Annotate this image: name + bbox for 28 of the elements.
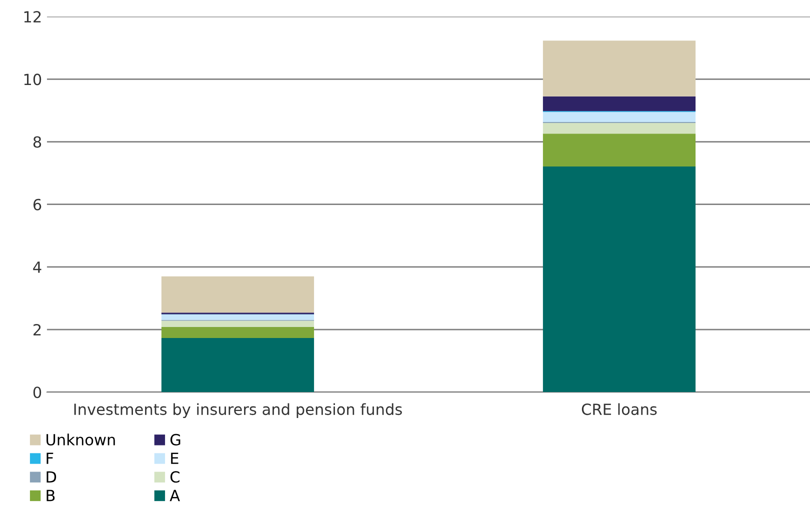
bar — [542, 112, 696, 122]
legend-label: D — [46, 471, 56, 482]
y-tick-label: 10 — [24, 74, 42, 86]
y-tick-label: 2 — [34, 324, 41, 336]
x-tick-label: Investments by insurers and pension funds — [74, 403, 402, 418]
legend-label: E — [171, 452, 178, 464]
bar — [542, 122, 696, 134]
bar — [542, 134, 696, 166]
legend-label: F — [46, 452, 54, 464]
bar — [161, 276, 314, 313]
bar — [161, 314, 314, 320]
y-tick-label: 8 — [33, 136, 42, 148]
bar — [161, 338, 314, 392]
bar — [542, 166, 696, 392]
bar — [542, 96, 696, 112]
legend-label: B — [46, 490, 55, 502]
bar — [161, 320, 314, 328]
y-tick-label: 4 — [33, 262, 42, 273]
y-tick-label: 12 — [24, 11, 41, 22]
legend-label: A — [170, 490, 180, 502]
y-tick-label: 6 — [33, 198, 42, 210]
bar — [542, 40, 696, 96]
bar — [161, 327, 314, 338]
legend-label: G — [170, 434, 180, 446]
y-tick-label: 0 — [33, 386, 42, 398]
legend-label: C — [170, 471, 180, 483]
legend-label: Unknown — [46, 434, 115, 446]
x-tick-label: CRE loans — [582, 403, 657, 416]
